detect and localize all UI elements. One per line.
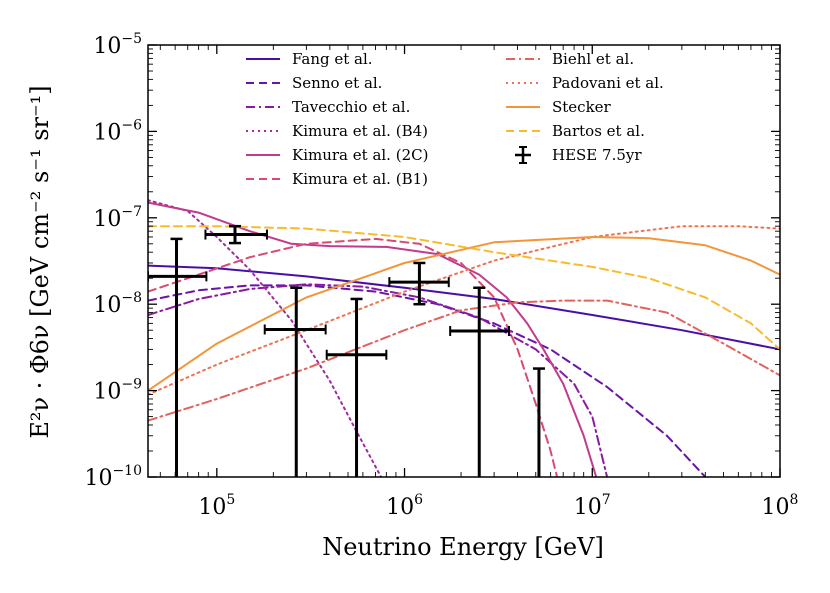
y-tick-base: 10 <box>93 34 121 59</box>
y-tick-base: 10 <box>93 293 121 318</box>
x-tick-label-1: 106 <box>386 492 423 520</box>
y-tick-label-3: 10−7 <box>93 204 142 232</box>
y-tick-base: 10 <box>93 207 121 232</box>
legend-label-9: Bartos et al. <box>552 122 645 140</box>
y-tick-exponent: −8 <box>121 290 142 306</box>
y-tick-label-4: 10−6 <box>93 117 142 145</box>
y-tick-base: 10 <box>84 466 112 491</box>
x-tick-exponent: 5 <box>226 492 235 508</box>
series-line-6 <box>148 299 780 422</box>
x-tick-base: 10 <box>198 495 226 520</box>
series-line-1 <box>148 284 707 477</box>
legend-label-3: Kimura et al. (B4) <box>292 122 428 140</box>
y-tick-base: 10 <box>93 380 121 405</box>
y-tick-label-0: 10−10 <box>84 463 142 491</box>
series-line-0 <box>148 264 780 351</box>
plot-area <box>148 199 780 477</box>
x-axis-title: Neutrino Energy [GeV] <box>322 533 604 561</box>
legend-label-4: Kimura et al. (2C) <box>292 146 428 164</box>
y-tick-exponent: −10 <box>112 463 142 479</box>
series-line-9 <box>148 225 780 351</box>
y-tick-exponent: −5 <box>121 31 142 47</box>
legend-label-10: HESE 7.5yr <box>552 146 642 164</box>
y-tick-label-1: 10−9 <box>93 377 142 405</box>
x-tick-label-2: 107 <box>574 492 611 520</box>
y-tick-label-2: 10−8 <box>93 290 142 318</box>
x-tick-exponent: 8 <box>790 492 799 508</box>
series-line-3 <box>148 199 383 477</box>
y-tick-exponent: −9 <box>121 377 142 393</box>
series-line-5 <box>148 237 559 477</box>
legend-label-8: Stecker <box>552 98 612 116</box>
legend-label-0: Fang et al. <box>292 50 373 68</box>
legend-label-1: Senno et al. <box>292 74 382 92</box>
x-tick-label-3: 108 <box>762 492 799 520</box>
series-line-2 <box>148 283 609 477</box>
series-line-7 <box>148 225 780 396</box>
x-tick-base: 10 <box>762 495 790 520</box>
legend-label-7: Padovani et al. <box>552 74 664 92</box>
y-tick-base: 10 <box>93 120 121 145</box>
x-tick-exponent: 7 <box>602 492 611 508</box>
x-tick-label-0: 105 <box>198 492 235 520</box>
y-tick-exponent: −7 <box>121 204 142 220</box>
legend: Fang et al. Senno et al. Tavecchio et al. K… <box>246 50 664 188</box>
series-group <box>148 199 780 477</box>
y-axis-title: E²ν · Φ6ν [GeV cm⁻² s⁻¹ sr⁻¹] <box>26 85 54 438</box>
legend-label-5: Kimura et al. (B1) <box>292 170 428 188</box>
plot-frame <box>147 44 781 478</box>
legend-label-6: Biehl et al. <box>552 50 634 68</box>
x-tick-exponent: 6 <box>414 492 423 508</box>
x-tick-base: 10 <box>386 495 414 520</box>
legend-label-2: Tavecchio et al. <box>292 98 410 116</box>
y-tick-label-5: 10−5 <box>93 31 142 59</box>
x-tick-base: 10 <box>574 495 602 520</box>
y-tick-exponent: −6 <box>121 117 142 133</box>
series-line-8 <box>148 236 780 392</box>
